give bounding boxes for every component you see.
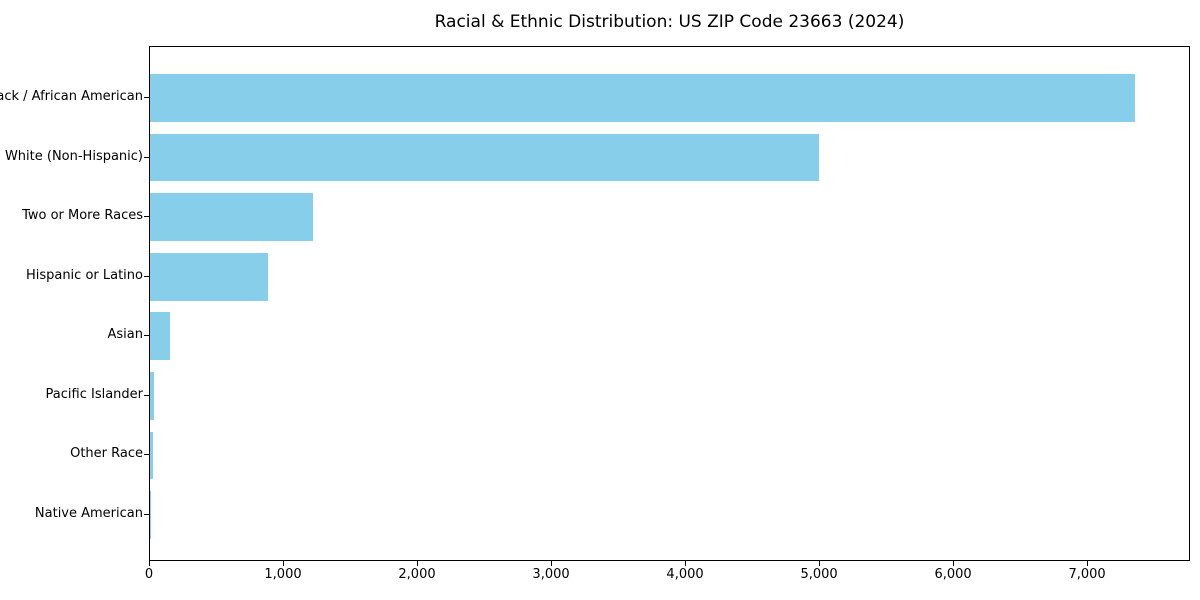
bar-hispanic-or-latino [150,252,268,301]
x-tick-label: 2,000 [398,567,436,582]
y-tick-label: Native American [34,505,143,521]
x-tick-mark [149,561,150,566]
y-tick-mark [144,275,149,277]
x-tick-label: 6,000 [934,567,972,582]
y-tick-mark [144,156,149,158]
x-tick-mark [1087,561,1089,566]
x-tick-mark [551,561,553,566]
y-tick-mark [144,513,149,515]
y-tick-label: Asian [107,327,143,343]
x-tick-label: 0 [144,567,154,582]
bar-native-american [150,491,151,539]
y-tick-label: White (Non-Hispanic) [4,148,143,164]
y-tick-mark [144,216,149,218]
bar-white-non-hispanic [150,133,819,182]
x-tick-mark [685,561,687,566]
x-tick-label: 1,000 [264,567,302,582]
y-tick-label: Two or More Races [22,208,143,224]
y-tick-label: Other Race [70,446,143,462]
y-tick-mark [144,394,149,396]
x-tick-mark [283,561,284,566]
bar-asian [150,312,170,361]
x-tick-label: 7,000 [1068,567,1106,582]
x-tick-mark [953,561,955,566]
y-tick-mark [144,454,149,456]
x-tick-mark [819,561,821,566]
bar-pacific-islander [150,372,155,420]
y-tick-label: Hispanic or Latino [25,267,143,283]
x-tick-label: 4,000 [666,567,704,582]
y-tick-mark [144,97,149,98]
bar-two-or-more-races [150,193,313,241]
y-tick-label: Pacific Islander [45,386,143,402]
plot-area [149,46,1190,561]
bar-other-race [150,431,153,480]
chart-title: Racial & Ethnic Distribution: US ZIP Cod… [434,12,905,32]
y-tick-mark [144,335,149,337]
y-tick-label: Black / African American [0,89,143,104]
x-tick-mark [417,561,419,566]
bar-black-african-american [150,74,1136,122]
x-tick-label: 3,000 [532,567,570,582]
x-tick-label: 5,000 [800,567,838,582]
